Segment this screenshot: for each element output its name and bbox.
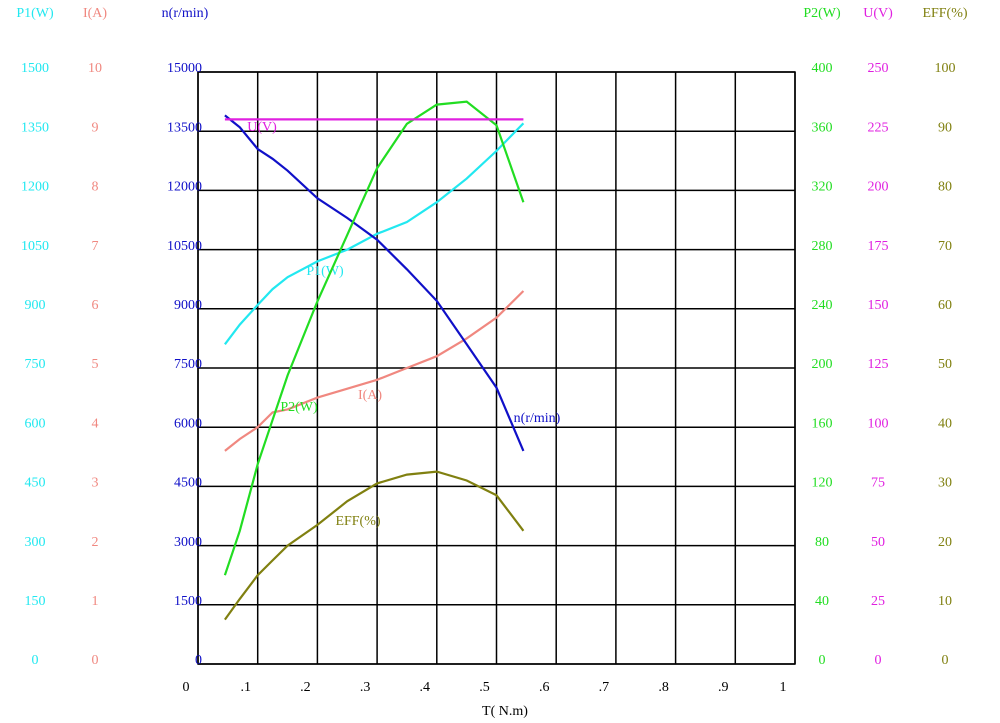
y-tick-label: 150	[868, 298, 889, 313]
y-tick-label: 25	[871, 594, 885, 609]
series-line	[224, 470, 525, 621]
y-tick-label: 3000	[174, 535, 202, 550]
y-tick-label: 0	[32, 653, 39, 668]
x-tick-label: .2	[300, 680, 311, 695]
x-tick-label: 1	[780, 680, 787, 695]
y-tick-label: 20	[938, 535, 952, 550]
y-tick-label: 30	[938, 476, 952, 491]
y-tick-label: 175	[868, 239, 889, 254]
y-tick-label: 750	[25, 357, 46, 372]
y-tick-label: 100	[935, 61, 956, 76]
y-tick-label: 250	[868, 61, 889, 76]
y-tick-label: 120	[812, 476, 833, 491]
y-tick-label: 9	[92, 120, 99, 135]
y-tick-label: 900	[25, 298, 46, 313]
y-tick-label: 15000	[167, 61, 202, 76]
y-tick-label: 0	[875, 653, 882, 668]
series-line	[224, 114, 525, 452]
series-line	[224, 122, 525, 345]
y-tick-label: 1200	[21, 180, 49, 195]
y-tick-label: 450	[25, 476, 46, 491]
series-label: EFF(%)	[335, 514, 380, 529]
x-tick-label: .7	[599, 680, 610, 695]
x-tick-label: .5	[479, 680, 490, 695]
y-tick-label: 300	[25, 535, 46, 550]
y-tick-label: 70	[938, 239, 952, 254]
y-tick-label: 1500	[174, 594, 202, 609]
y-tick-label: 0	[92, 653, 99, 668]
y-tick-label: 0	[819, 653, 826, 668]
y-tick-label: 100	[868, 416, 889, 431]
y-tick-label: 7	[92, 239, 99, 254]
y-tick-label: 360	[812, 120, 833, 135]
y-axis-title: n(r/min)	[162, 6, 209, 21]
y-tick-label: 50	[938, 357, 952, 372]
y-tick-label: 6	[92, 298, 99, 313]
series-label: P1(W)	[306, 264, 344, 279]
y-tick-label: 90	[938, 120, 952, 135]
y-tick-label: 0	[942, 653, 949, 668]
y-tick-label: 200	[812, 357, 833, 372]
series-label: I(A)	[358, 388, 382, 403]
y-tick-label: 5	[92, 357, 99, 372]
y-tick-label: 2	[92, 535, 99, 550]
y-tick-label: 4500	[174, 476, 202, 491]
y-tick-label: 10	[88, 61, 102, 76]
y-tick-label: 4	[92, 416, 99, 431]
y-tick-label: 1500	[21, 61, 49, 76]
y-tick-label: 1	[92, 594, 99, 609]
y-tick-label: 400	[812, 61, 833, 76]
y-tick-label: 10	[938, 594, 952, 609]
y-tick-label: 12000	[167, 180, 202, 195]
y-tick-label: 8	[92, 180, 99, 195]
y-axis-title: P2(W)	[803, 6, 841, 21]
series-label: n(r/min)	[514, 411, 561, 426]
x-tick-label: .6	[539, 680, 550, 695]
x-tick-label: .8	[658, 680, 669, 695]
y-tick-label: 40	[815, 594, 829, 609]
y-tick-label: 40	[938, 416, 952, 431]
y-axis-title: U(V)	[863, 6, 893, 21]
y-axis-title: I(A)	[83, 6, 107, 21]
y-tick-label: 13500	[167, 120, 202, 135]
y-tick-label: 7500	[174, 357, 202, 372]
y-tick-label: 6000	[174, 416, 202, 431]
y-tick-label: 0	[195, 653, 202, 668]
y-axis-title: P1(W)	[16, 6, 54, 21]
x-tick-label: .1	[240, 680, 251, 695]
y-tick-label: 225	[868, 120, 889, 135]
y-tick-label: 3	[92, 476, 99, 491]
y-tick-label: 80	[938, 180, 952, 195]
x-tick-label: .4	[420, 680, 431, 695]
x-tick-label: 0	[183, 680, 190, 695]
y-tick-label: 125	[868, 357, 889, 372]
y-tick-label: 160	[812, 416, 833, 431]
y-tick-label: 50	[871, 535, 885, 550]
x-axis-label: T( N.m)	[482, 704, 528, 719]
series-line	[224, 290, 525, 452]
y-tick-label: 320	[812, 180, 833, 195]
y-tick-label: 1350	[21, 120, 49, 135]
plot-border	[197, 71, 796, 665]
y-tick-label: 10500	[167, 239, 202, 254]
y-tick-label: 280	[812, 239, 833, 254]
y-tick-label: 600	[25, 416, 46, 431]
y-tick-label: 240	[812, 298, 833, 313]
y-tick-label: 1050	[21, 239, 49, 254]
y-tick-label: 150	[25, 594, 46, 609]
x-tick-label: .9	[718, 680, 729, 695]
y-axis-title: EFF(%)	[922, 6, 967, 21]
x-tick-label: .3	[360, 680, 371, 695]
y-tick-label: 80	[815, 535, 829, 550]
y-tick-label: 200	[868, 180, 889, 195]
series-label: U(V)	[247, 120, 277, 135]
series-line	[223, 100, 525, 576]
y-tick-label: 9000	[174, 298, 202, 313]
y-tick-label: 75	[871, 476, 885, 491]
y-tick-label: 60	[938, 298, 952, 313]
series-label: P2(W)	[280, 400, 318, 415]
